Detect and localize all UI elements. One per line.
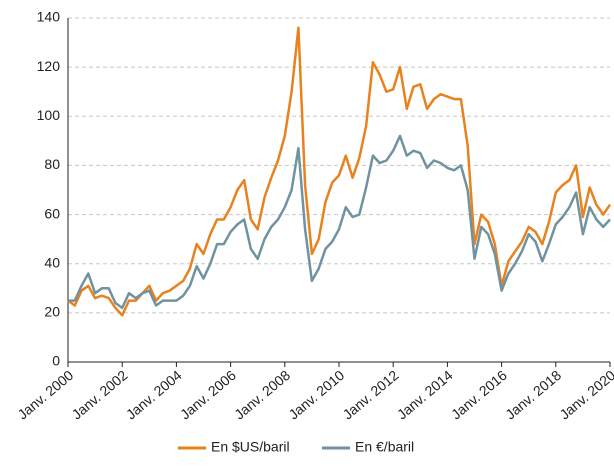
x-tick-label: Janv. 2018 <box>502 367 564 423</box>
x-tick-label: Janv. 2010 <box>285 367 347 423</box>
x-tick-label: Janv. 2016 <box>448 367 510 423</box>
series-line <box>67 26 612 317</box>
x-tick-label: Janv. 2012 <box>340 367 402 423</box>
x-tick-label: Janv. 2006 <box>177 367 239 423</box>
x-tick-label: Janv. 2020 <box>556 367 614 423</box>
x-tick-label: Janv. 2002 <box>69 367 131 423</box>
legend-label: En $US/baril <box>211 439 290 455</box>
x-tick-label: Janv. 2004 <box>123 367 185 423</box>
x-tick-label: Janv. 2014 <box>394 367 456 423</box>
y-tick-label: 80 <box>44 156 60 172</box>
y-tick-label: 100 <box>37 107 61 123</box>
y-tick-label: 0 <box>52 353 60 369</box>
x-tick-label: Janv. 2008 <box>231 367 293 423</box>
y-tick-label: 140 <box>37 9 61 25</box>
y-tick-label: 40 <box>44 254 60 270</box>
y-tick-label: 120 <box>37 58 61 74</box>
x-tick-label: Janv. 2000 <box>14 367 76 423</box>
legend-label: En €/baril <box>355 439 414 455</box>
y-tick-label: 20 <box>44 304 60 320</box>
y-tick-label: 60 <box>44 205 60 221</box>
series-line <box>68 134 611 310</box>
